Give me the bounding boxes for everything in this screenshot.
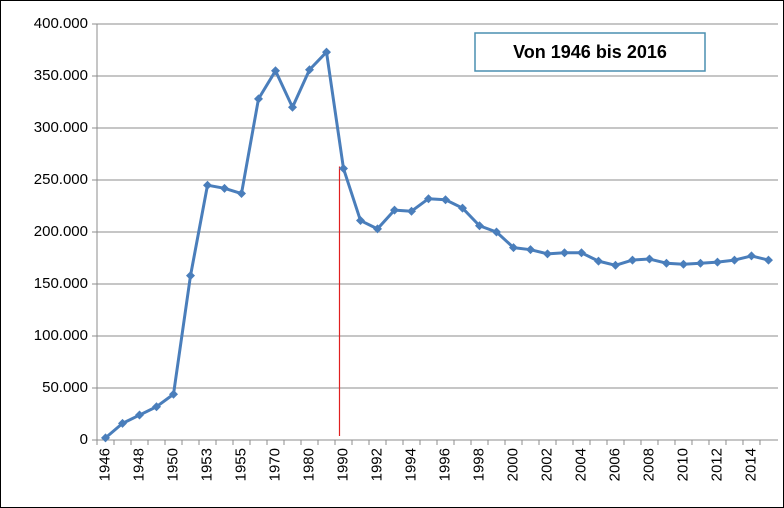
marker [729,255,739,265]
y-tick-label: 0 [80,431,88,448]
marker [491,227,501,237]
x-tick-label: 1996 [436,448,453,481]
marker [593,256,603,266]
marker [134,410,144,420]
marker [338,164,348,174]
marker [525,245,535,255]
x-tick-label: 1953 [198,448,215,481]
x-tick-label: 1994 [402,448,419,481]
line [104,50,769,440]
marker [202,180,212,190]
marker [151,402,161,412]
marker [355,216,365,226]
marker [610,260,620,270]
marker [746,251,756,261]
marker [508,243,518,253]
marker [712,257,722,267]
annotation-box [474,32,706,72]
marker [406,206,416,216]
marker [440,195,450,205]
marker [168,389,178,399]
marker [644,254,654,264]
marker [763,255,773,265]
marker [304,65,314,75]
marker [185,271,195,281]
plot [100,47,773,443]
annotation: Von 1946 bis 2016 [513,42,667,62]
marker [372,224,382,234]
y-tick-label: 150.000 [34,275,88,292]
marker [474,221,484,231]
marker [559,248,569,258]
x-tick-label: 1990 [334,448,351,481]
marker [576,248,586,258]
marker [219,183,229,193]
y-tick-label: 100.000 [34,327,88,344]
marker [100,433,110,443]
y-tick-label: 250.000 [34,171,88,188]
y-tick-label: 400.000 [34,15,88,32]
x-tick-label: 2000 [504,448,521,481]
marker [661,258,671,268]
marker [678,259,688,269]
marker [695,258,705,268]
x-tick-label: 1955 [232,448,249,481]
x-tick-label: 2010 [674,448,691,481]
y-tick-label: 300.000 [34,119,88,136]
marker [117,418,127,428]
x-tick-label: 1950 [164,448,181,481]
marker [627,255,637,265]
marker [236,189,246,199]
x-tick-label: 1970 [266,448,283,481]
marker [389,205,399,215]
y-tick-label: 350.000 [34,67,88,84]
marker [287,102,297,112]
marker [542,249,552,259]
y-tick-label: 50.000 [42,379,88,396]
marker [423,194,433,204]
x-tick-label: 1998 [470,448,487,481]
marker [457,203,467,213]
x-tick-label: 2004 [572,448,589,481]
marker [253,94,263,104]
y-tick-label: 200.000 [34,223,88,240]
x-tick-label: 2014 [742,448,759,481]
x-tick-label: 1980 [300,448,317,481]
x-tick-label: 2002 [538,448,555,481]
grid: 0 50.000 100.000 150.000 200.000 250.000 300.0… [34,15,778,481]
x-tick-label: 1992 [368,448,385,481]
x-tick-label: 2008 [640,448,657,481]
marker [321,47,331,57]
x-tick-label: 2006 [606,448,623,481]
marker [270,66,280,76]
x-tick-label: 1946 [96,448,113,481]
x-tick-label: 1948 [130,448,147,481]
x-tick-label: 2012 [708,448,725,481]
